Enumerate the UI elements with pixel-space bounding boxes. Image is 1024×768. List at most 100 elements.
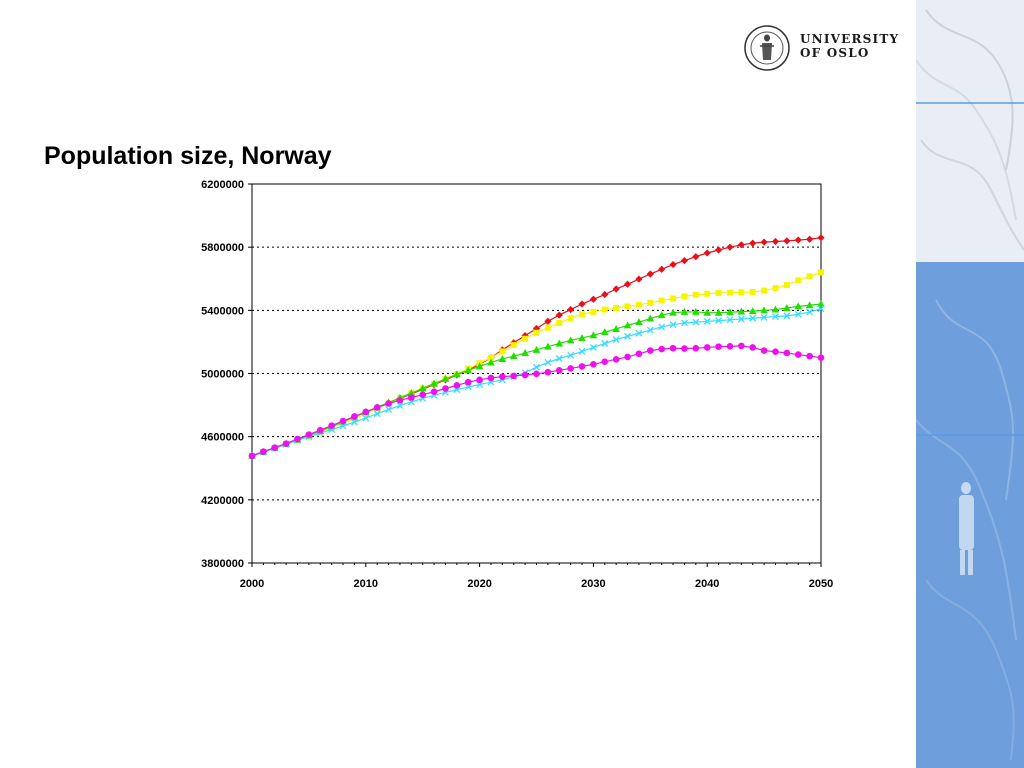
data-point — [532, 345, 541, 353]
data-point — [533, 329, 540, 336]
data-point — [714, 308, 723, 316]
decorative-side-panel — [916, 0, 1024, 768]
data-point — [669, 344, 677, 352]
data-point — [737, 307, 746, 315]
data-point — [544, 324, 551, 331]
data-point — [738, 342, 745, 350]
x-tick-label: 2030 — [581, 578, 605, 590]
data-point — [294, 435, 301, 443]
data-point-stroke — [794, 310, 802, 318]
data-point-stroke — [373, 410, 381, 418]
data-point-stroke — [817, 305, 825, 313]
data-point — [817, 305, 825, 313]
data-point — [555, 311, 563, 319]
data-point — [761, 287, 768, 294]
data-point-stroke — [646, 326, 654, 334]
data-point — [316, 426, 324, 434]
population-line-chart: 3800000 4200000 4600000 5000000 5400000 58000… — [201, 179, 833, 590]
data-point-stroke — [703, 317, 711, 325]
data-point — [578, 300, 586, 308]
data-point-stroke — [396, 402, 404, 410]
data-point — [658, 265, 666, 273]
data-point — [589, 343, 597, 351]
data-point — [521, 348, 529, 356]
data-point — [396, 397, 404, 404]
data-point — [749, 239, 757, 247]
data-point-stroke — [533, 363, 540, 371]
data-point — [704, 290, 711, 297]
data-point — [499, 373, 506, 380]
data-point — [635, 275, 643, 283]
slide-title: Population size, Norway — [44, 142, 332, 170]
data-point — [737, 241, 745, 249]
data-point — [578, 347, 586, 355]
data-point — [566, 336, 575, 344]
data-point — [522, 335, 529, 342]
data-point-stroke — [749, 314, 757, 322]
data-point — [794, 351, 802, 358]
data-point — [624, 353, 631, 361]
data-point — [680, 256, 689, 265]
data-point-stroke — [715, 317, 723, 325]
data-point — [783, 312, 791, 320]
data-point — [555, 355, 563, 362]
data-point — [590, 361, 597, 368]
data-point — [487, 374, 495, 382]
data-point — [544, 317, 552, 325]
data-point-stroke — [350, 418, 358, 426]
data-point — [533, 370, 540, 378]
data-point-stroke — [635, 329, 643, 337]
data-point-stroke — [772, 313, 779, 321]
data-point — [749, 344, 757, 351]
data-point — [419, 391, 427, 398]
data-point — [760, 347, 768, 354]
data-point-stroke — [624, 332, 631, 340]
data-point-stroke — [783, 312, 791, 320]
data-point — [635, 329, 643, 337]
data-point — [795, 277, 802, 284]
data-point — [498, 354, 507, 362]
data-point — [373, 410, 381, 418]
data-point — [601, 290, 609, 299]
data-point — [521, 371, 529, 379]
data-point — [726, 243, 734, 251]
data-point — [305, 431, 313, 438]
data-point — [760, 306, 768, 314]
data-point — [555, 339, 564, 347]
data-point — [567, 305, 575, 314]
data-point — [726, 289, 733, 296]
data-point — [806, 352, 813, 360]
data-point — [635, 301, 642, 308]
series-line — [251, 345, 822, 457]
data-point — [487, 358, 495, 366]
x-tick-label: 2010 — [354, 578, 378, 590]
data-point — [669, 308, 677, 316]
university-name: UNIVERSITY OF OSLO — [800, 32, 899, 60]
data-point — [692, 253, 700, 261]
data-point — [499, 348, 506, 355]
data-point — [567, 315, 574, 322]
data-point — [794, 310, 802, 318]
data-point — [544, 358, 552, 366]
data-point — [806, 273, 813, 280]
y-tick-label: 4200000 — [201, 495, 244, 507]
data-point — [772, 348, 779, 356]
data-point — [362, 414, 370, 422]
y-tick-label: 5400000 — [201, 305, 244, 317]
data-point — [510, 372, 518, 380]
data-point — [600, 328, 609, 336]
data-point — [271, 444, 279, 452]
data-point — [817, 300, 825, 308]
data-point — [715, 317, 723, 325]
data-point — [658, 323, 666, 331]
data-point — [396, 402, 404, 410]
data-point — [509, 352, 518, 360]
data-point — [339, 422, 347, 430]
x-tick-label: 2050 — [809, 578, 833, 590]
data-point — [487, 354, 494, 361]
data-point — [362, 408, 370, 416]
data-point — [373, 404, 381, 411]
data-point — [612, 324, 620, 332]
data-point — [248, 452, 256, 460]
data-point — [442, 385, 449, 392]
